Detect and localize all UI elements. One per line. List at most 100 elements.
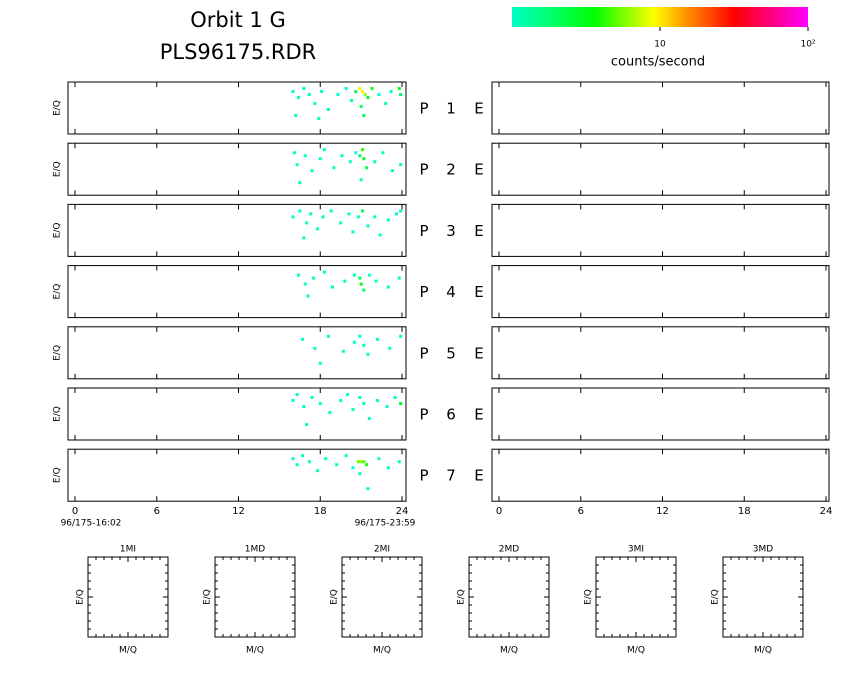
count-cell — [294, 114, 298, 117]
panel-frame — [491, 326, 830, 380]
count-cell — [365, 463, 369, 467]
count-cell — [381, 151, 385, 155]
count-cell — [399, 163, 403, 167]
count-cell — [341, 349, 345, 353]
x-axis-label: M/Q — [500, 646, 518, 656]
count-cell — [373, 215, 377, 219]
count-cell — [386, 285, 390, 289]
panel-prefix: P — [419, 222, 428, 240]
count-cell — [326, 334, 330, 338]
panel-number: 3 — [446, 222, 456, 240]
panel-suffix: E — [474, 283, 483, 301]
count-cell — [316, 227, 320, 231]
count-cell — [362, 288, 366, 292]
panel-suffix: E — [474, 222, 483, 240]
count-cell — [359, 460, 363, 464]
count-cell — [362, 114, 366, 117]
y-axis-label: E/Q — [53, 100, 63, 116]
x-tick-label: 6 — [154, 506, 160, 517]
mass-panel-title: 2MD — [499, 545, 519, 555]
count-cell — [302, 405, 306, 408]
count-cell — [351, 466, 355, 470]
count-cell — [360, 209, 364, 213]
panel-frame — [67, 203, 407, 257]
panel-frame — [67, 448, 407, 502]
panel-suffix: E — [474, 406, 483, 424]
y-axis-label: E/Q — [711, 589, 721, 605]
count-cell — [358, 154, 362, 158]
colorbar-tick-label: 10 — [654, 40, 666, 50]
count-cell — [318, 402, 322, 405]
mass-panel-frame — [214, 556, 296, 638]
count-cell — [302, 87, 306, 90]
count-cell — [291, 399, 295, 402]
panel-frame — [491, 448, 830, 502]
count-cell — [346, 393, 349, 396]
count-cell — [397, 276, 401, 280]
colorbar — [512, 7, 808, 27]
x-tick-label: 0 — [72, 506, 78, 517]
mass-panel-frame — [595, 556, 677, 638]
count-cell — [317, 117, 321, 120]
count-cell — [385, 405, 389, 408]
count-cell — [303, 282, 307, 286]
panel-suffix: E — [474, 344, 483, 362]
x-tick-label: 24 — [396, 506, 409, 517]
count-cell — [366, 352, 370, 356]
count-cell — [347, 212, 351, 216]
count-cell — [311, 276, 315, 280]
count-cell — [307, 460, 311, 464]
count-cell — [360, 90, 364, 93]
count-cell — [388, 346, 392, 350]
panel-prefix: P — [419, 406, 428, 424]
colorbar-label: counts/second — [611, 55, 705, 70]
panel-prefix: P — [419, 344, 428, 362]
x-tick-label: 12 — [232, 506, 245, 517]
count-cell — [339, 399, 343, 402]
count-cell — [320, 90, 324, 93]
panel-suffix: E — [474, 161, 483, 179]
count-cell — [316, 469, 320, 473]
panel-suffix: E — [474, 100, 483, 118]
count-cell — [340, 154, 344, 158]
count-cell — [344, 87, 348, 90]
count-cell — [305, 221, 309, 225]
count-cell — [399, 93, 403, 96]
mass-panel-title: 2MI — [374, 545, 390, 555]
count-cell — [318, 157, 322, 161]
count-cell — [358, 472, 362, 476]
panel-number: 1 — [446, 100, 456, 118]
count-cell — [366, 224, 370, 228]
panel-frame — [67, 81, 407, 135]
count-cell — [291, 90, 295, 93]
count-cell — [344, 454, 348, 458]
count-cell — [351, 230, 355, 234]
count-cell — [298, 209, 302, 213]
count-cell — [356, 460, 360, 464]
count-cell — [359, 178, 363, 182]
y-axis-label: E/Q — [53, 284, 63, 300]
panel-number: 2 — [446, 161, 456, 179]
y-axis-label: E/Q — [53, 222, 63, 238]
end-time: 96/175-23:59 — [355, 519, 416, 529]
count-cell — [386, 218, 390, 222]
count-cell — [352, 273, 356, 277]
count-cell — [386, 466, 390, 470]
panel-prefix: P — [419, 467, 428, 485]
count-cell — [399, 334, 403, 338]
count-cell — [328, 411, 332, 414]
count-cell — [360, 148, 364, 152]
count-cell — [354, 90, 358, 93]
x-tick-label: 18 — [314, 506, 327, 517]
count-cell — [375, 337, 379, 341]
panel-number: 4 — [446, 283, 456, 301]
count-cell — [301, 337, 305, 341]
x-tick-label: 6 — [578, 506, 584, 517]
count-cell — [302, 236, 306, 240]
count-cell — [296, 273, 300, 277]
panel-frame — [491, 203, 830, 257]
count-cell — [295, 463, 299, 467]
count-cell — [366, 96, 370, 99]
panel-prefix: P — [419, 161, 428, 179]
count-cell — [343, 279, 347, 283]
